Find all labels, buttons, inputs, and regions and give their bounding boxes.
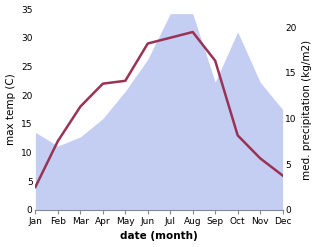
X-axis label: date (month): date (month) — [120, 231, 198, 242]
Y-axis label: med. precipitation (kg/m2): med. precipitation (kg/m2) — [302, 40, 313, 180]
Y-axis label: max temp (C): max temp (C) — [5, 74, 16, 145]
